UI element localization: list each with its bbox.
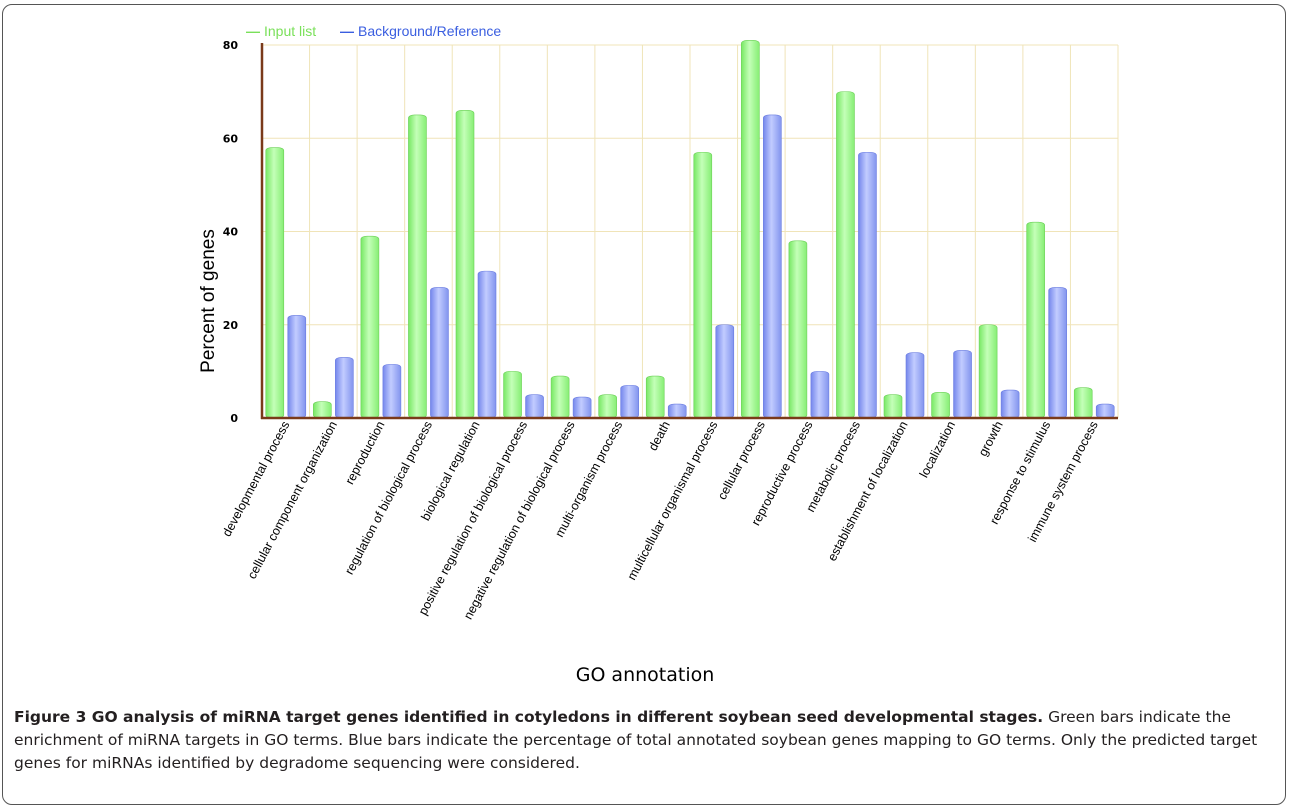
bar-input-11 (788, 240, 808, 419)
bar-background-9 (715, 324, 735, 419)
bar-background-4 (477, 270, 497, 419)
bar-input-12 (836, 91, 855, 419)
y-tick-label: 20 (223, 319, 239, 332)
bar-input-15 (978, 324, 998, 419)
axes (260, 43, 1118, 420)
bar-input-17 (1073, 387, 1093, 419)
bar-input-14 (931, 392, 950, 419)
caption-label: Figure 3 GO analysis of miRNA target gen… (14, 708, 1044, 726)
bar-background-1 (335, 357, 354, 419)
grid-lines (261, 44, 1119, 418)
bar-background-5 (525, 394, 544, 419)
x-tick-label: cellular process (715, 419, 768, 502)
bar-background-16 (1048, 287, 1067, 419)
bar-input-8 (645, 375, 665, 419)
legend-entry-background-reference: Background/Reference (358, 23, 501, 39)
bar-background-7 (620, 385, 639, 419)
bar-background-0 (287, 315, 307, 419)
x-tick-label: regulation of biological process (342, 419, 435, 577)
bar-background-10 (763, 114, 782, 419)
legend: — Input list — Background/Reference (246, 23, 501, 39)
bar-background-12 (858, 151, 877, 419)
x-tick-label: cellular component organization (245, 419, 340, 581)
bar-input-10 (741, 40, 760, 419)
x-tick-label: reproduction (343, 419, 388, 487)
bar-input-4 (455, 109, 475, 419)
bar-input-6 (550, 375, 570, 419)
bar-input-7 (598, 394, 617, 419)
bar-background-17 (1095, 403, 1115, 419)
bar-background-11 (810, 371, 830, 419)
bar-input-16 (1026, 221, 1045, 419)
bar-input-1 (313, 401, 332, 419)
figure-caption: Figure 3 GO analysis of miRNA target gen… (14, 706, 1276, 775)
bar-background-14 (953, 350, 972, 419)
y-axis-title: Percent of genes (198, 229, 219, 373)
legend-marker-background: — (340, 23, 354, 39)
bar-input-5 (503, 371, 522, 419)
bar-background-13 (905, 352, 925, 419)
bar-background-3 (430, 287, 449, 419)
figure-frame (2, 4, 1286, 805)
bar-background-8 (667, 403, 687, 419)
x-tick-label: multicellular organismal process (625, 419, 721, 583)
x-tick-label: death (646, 419, 673, 453)
y-tick-label: 40 (223, 226, 239, 239)
y-tick-label: 0 (230, 412, 238, 425)
bar-background-15 (1000, 389, 1020, 419)
bar-input-0 (265, 147, 285, 419)
x-axis-title: GO annotation (576, 664, 715, 686)
bar-background-6 (572, 396, 592, 419)
bar-input-13 (883, 394, 903, 419)
x-tick-label: growth (976, 419, 1006, 459)
bar-input-2 (360, 235, 380, 419)
bar-input-9 (693, 151, 713, 419)
y-tick-label: 60 (223, 132, 239, 145)
bar-input-3 (408, 114, 427, 419)
legend-entry-input-list: Input list (264, 23, 316, 39)
bar-background-2 (382, 364, 402, 419)
x-tick-label: localization (917, 419, 958, 480)
caption-text: Green bars indicate the enrichment of mi… (14, 708, 1258, 772)
x-tick-label: establishment of localization (825, 419, 911, 564)
legend-marker-input: — (246, 23, 260, 39)
y-tick-label: 80 (223, 39, 239, 52)
